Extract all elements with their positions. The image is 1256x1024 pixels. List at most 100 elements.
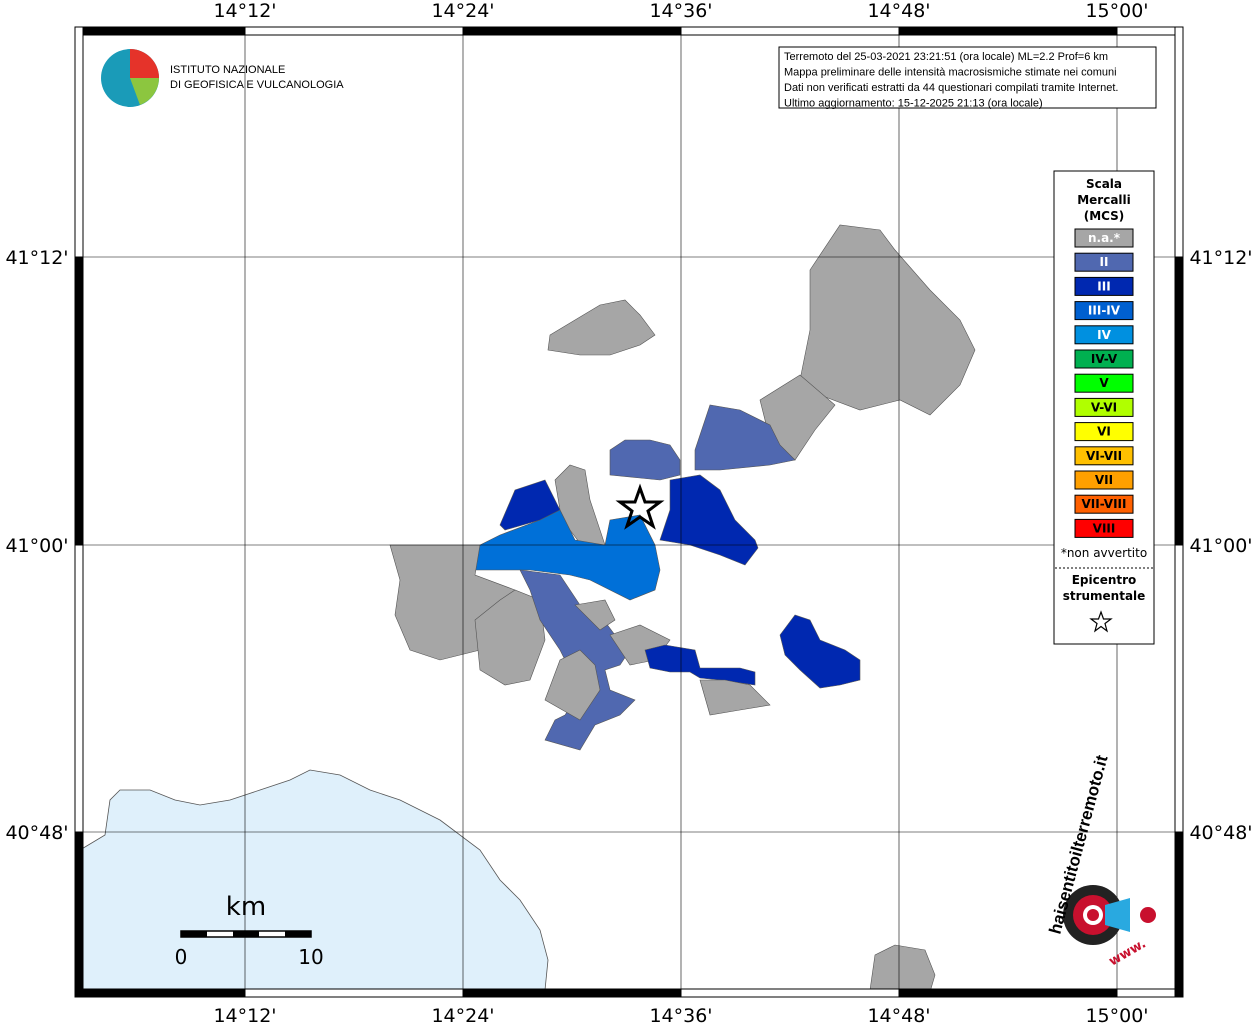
epicenter-star [615, 483, 665, 530]
legend-swatch [1074, 276, 1134, 296]
info-box [778, 46, 1157, 109]
legend-label: II [1100, 255, 1109, 269]
legend-label: V [1099, 376, 1109, 390]
municipality [609, 439, 681, 481]
legend-label: VI [1097, 425, 1111, 439]
logo-text: ISTITUTO NAZIONALE [170, 64, 285, 76]
scale-unit: km [226, 892, 266, 922]
municipalities [389, 224, 976, 993]
legend-swatch [1074, 325, 1134, 345]
frame-segment [74, 256, 84, 546]
scale-bar [285, 931, 311, 937]
site-logo [1140, 907, 1156, 923]
legend-title: Mercalli [1077, 193, 1131, 207]
legend-label: VI-VII [1086, 449, 1122, 463]
legend-swatch [1074, 470, 1134, 490]
x-tick-label: 14°48' [867, 0, 930, 22]
x-tick-label: 14°12' [213, 1005, 276, 1024]
legend-swatch [1074, 228, 1134, 248]
ingv-logo [130, 49, 159, 78]
legend-swatch [1074, 422, 1134, 442]
frame-segment [1116, 26, 1184, 36]
municipality [699, 679, 771, 716]
frame-segment [1174, 256, 1184, 546]
legend-swatch [1074, 446, 1134, 466]
info-line: Terremoto del 25-03-2021 23:21:51 (ora l… [784, 51, 1108, 63]
municipality [547, 299, 656, 356]
frame-segment [74, 26, 84, 258]
legend-label: III [1097, 279, 1110, 293]
scale-bar [181, 931, 207, 937]
legend-swatch [1074, 494, 1134, 514]
legend-swatch [1074, 252, 1134, 272]
legend-label: V-VI [1091, 400, 1117, 414]
legend-label: IV [1097, 328, 1111, 342]
info-line: Ultimo aggiornamento: 15-12-2025 21:13 (… [784, 98, 1043, 110]
y-tick-label: 41°12' [1189, 247, 1252, 269]
scale-label: 10 [298, 945, 323, 969]
x-tick-label: 14°48' [867, 1005, 930, 1024]
site-logo [1105, 898, 1130, 932]
info-line: Mappa preliminare delle intensità macros… [784, 67, 1117, 79]
x-tick-label: 14°12' [213, 0, 276, 22]
frame-segment [680, 988, 900, 998]
frame-border [74, 26, 1184, 998]
frame-segment [898, 988, 1118, 998]
legend-label: VII [1095, 473, 1113, 487]
legend-label: VIII [1093, 521, 1116, 535]
frame-segment [244, 988, 464, 998]
frame-segment [1174, 544, 1184, 833]
frame-segment [1174, 831, 1184, 998]
frame-segment [1116, 988, 1184, 998]
legend-label: IV-V [1091, 352, 1118, 366]
x-tick-label: 15°00' [1085, 1005, 1148, 1024]
frame-segment [74, 831, 84, 998]
info-line: Dati non verificati estratti da 44 quest… [784, 82, 1118, 94]
municipality [474, 589, 546, 686]
legend-title: Scala [1086, 177, 1122, 191]
frame-segment [462, 988, 682, 998]
legend-label: n.a.* [1088, 231, 1121, 245]
municipality [574, 599, 616, 631]
scale-label: 0 [175, 945, 188, 969]
legend-swatch [1074, 301, 1134, 321]
legend-swatch [1074, 349, 1134, 369]
municipality [644, 644, 756, 686]
municipality [799, 224, 976, 416]
x-tick-label: 14°24' [431, 1005, 494, 1024]
legend-epicenter: strumentale [1063, 589, 1146, 603]
frame-segment [1174, 26, 1184, 258]
frame-segment [462, 26, 682, 36]
ingv-logo [130, 78, 159, 105]
frame-segment [244, 26, 464, 36]
frame-segment [74, 988, 246, 998]
municipality [779, 614, 861, 689]
site-logo [1087, 909, 1099, 921]
y-tick-label: 41°00' [1189, 535, 1252, 557]
legend-title: (MCS) [1084, 209, 1125, 223]
y-tick-label: 41°00' [5, 535, 68, 557]
x-tick-label: 14°36' [649, 1005, 712, 1024]
y-tick-label: 40°48' [1189, 822, 1252, 844]
legend-swatch [1074, 373, 1134, 393]
municipality [659, 474, 759, 566]
y-tick-label: 41°12' [5, 247, 68, 269]
legend-label: VII-VIII [1081, 497, 1126, 511]
legend-label: III-IV [1088, 304, 1121, 318]
frame-segment [680, 26, 900, 36]
x-tick-label: 14°36' [649, 0, 712, 22]
legend-star [1089, 610, 1113, 633]
legend-swatch [1074, 518, 1134, 538]
legend-swatch [1074, 397, 1134, 417]
frame-segment [898, 26, 1118, 36]
municipality [869, 944, 936, 993]
site-logo-prefix: www. [1107, 936, 1149, 969]
x-tick-label: 14°24' [431, 0, 494, 22]
legend-note: *non avvertito [1061, 546, 1147, 560]
municipality [544, 649, 601, 721]
x-tick-label: 15°00' [1085, 0, 1148, 22]
y-tick-label: 40°48' [5, 822, 68, 844]
frame-segment [74, 544, 84, 833]
